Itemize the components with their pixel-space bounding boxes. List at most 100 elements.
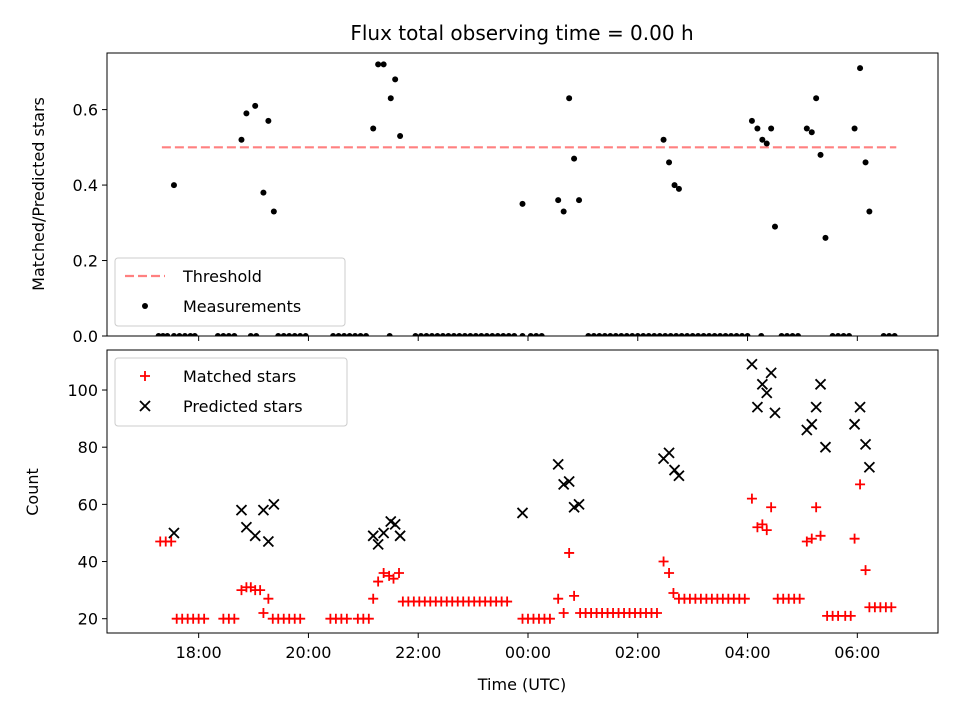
- y-tick-label: 0.6: [73, 101, 98, 120]
- measurement-point: [265, 117, 272, 124]
- measurement-point: [675, 185, 682, 192]
- measurement-point: [380, 61, 387, 68]
- predicted-star-marker: [249, 530, 261, 542]
- y-tick-label: 40: [78, 553, 98, 572]
- measurement-point: [511, 333, 518, 336]
- measurement-point: [302, 333, 309, 336]
- predicted-star-marker: [814, 378, 827, 390]
- measurement-point: [754, 125, 761, 132]
- chart-title: Flux total observing time = 0.00 h: [350, 21, 693, 45]
- measurement-point: [771, 223, 778, 230]
- measurement-point: [835, 333, 842, 336]
- predicted-star-marker: [268, 498, 280, 511]
- measurement-point: [352, 333, 359, 336]
- legend-label: Measurements: [183, 297, 301, 316]
- predicted-star-marker: [394, 530, 406, 542]
- measurement-point: [778, 333, 785, 336]
- predicted-star-marker: [668, 464, 681, 476]
- measurement-point: [671, 182, 678, 189]
- measurement-point: [866, 208, 873, 215]
- measurement-point: [335, 333, 342, 336]
- measurement-point: [428, 333, 435, 336]
- predicted-star-marker: [761, 387, 773, 399]
- measurement-point: [803, 125, 810, 132]
- legend-matched-swatch: [140, 371, 150, 381]
- predicted-star-marker: [746, 358, 758, 370]
- predicted-star-marker: [367, 530, 379, 542]
- measurement-point: [170, 333, 177, 336]
- legend-label: Matched stars: [183, 367, 296, 386]
- measurement-point: [678, 333, 685, 336]
- plot-area: [155, 358, 897, 624]
- measurement-point: [660, 136, 667, 143]
- matched-star-marker: [739, 593, 750, 604]
- legend-predicted-swatch: [139, 400, 151, 412]
- predicted-star-marker: [673, 470, 685, 482]
- y-tick-label: 0.0: [73, 327, 98, 346]
- predicted-star-marker: [558, 478, 570, 490]
- measurement-point: [560, 208, 567, 215]
- measurement-point: [483, 333, 490, 336]
- measurement-point: [176, 333, 183, 336]
- predicted-star-marker: [552, 458, 564, 470]
- matched-star-marker: [341, 613, 352, 624]
- measurement-point: [851, 125, 858, 132]
- predicted-star-marker: [769, 407, 781, 419]
- matched-star-marker: [746, 493, 757, 504]
- measurement-point: [886, 333, 893, 336]
- matched-star-marker: [502, 596, 513, 607]
- measurement-point: [789, 333, 796, 336]
- measurement-point: [533, 333, 540, 336]
- measurement-point: [880, 333, 887, 336]
- matched-star-marker: [845, 610, 856, 621]
- measurement-point: [519, 200, 526, 207]
- measurement-point: [439, 333, 446, 336]
- matched-star-marker: [855, 479, 866, 490]
- legend-box: [114, 357, 348, 427]
- measurement-point: [538, 333, 545, 336]
- legend-label: Predicted stars: [183, 397, 303, 416]
- x-tick-label: 22:00: [395, 643, 441, 662]
- measurement-point: [472, 333, 479, 336]
- predicted-star-marker: [859, 438, 872, 450]
- predicted-star-marker: [573, 498, 585, 511]
- measurement-point: [891, 333, 898, 336]
- measurement-point: [733, 333, 740, 336]
- measurement-point: [566, 95, 573, 102]
- measurement-point: [666, 159, 673, 166]
- predicted-star-marker: [516, 507, 529, 519]
- x-tick-label: 18:00: [176, 643, 222, 662]
- measurement-point: [330, 333, 337, 336]
- predicted-star-marker: [563, 475, 575, 488]
- measurement-point: [467, 333, 474, 336]
- measurement-point: [817, 151, 824, 158]
- measurement-point: [270, 208, 277, 215]
- measurement-point: [423, 333, 430, 336]
- measurement-point: [590, 333, 597, 336]
- measurement-point: [260, 189, 267, 196]
- matched-star-marker: [258, 607, 269, 618]
- matched-star-marker: [544, 613, 555, 624]
- measurement-point: [759, 136, 766, 143]
- measurement-point: [392, 76, 399, 83]
- measurement-point: [722, 333, 729, 336]
- measurement-point: [763, 140, 770, 147]
- x-axis-label: Time (UTC): [477, 675, 566, 694]
- top-panel: 0.0 0.2 0.4 0.6 Threshold Measurements: [73, 52, 939, 346]
- legend-box: [114, 257, 346, 327]
- measurement-point: [640, 333, 647, 336]
- measurement-point: [527, 333, 534, 336]
- measurement-point: [238, 136, 245, 143]
- predicted-star-marker: [806, 418, 818, 430]
- measurement-point: [297, 333, 304, 336]
- measurement-point: [253, 333, 260, 336]
- measurement-point: [370, 125, 377, 132]
- matched-star-marker: [569, 590, 580, 601]
- measurement-point: [275, 333, 282, 336]
- x-tick-label: 20:00: [285, 643, 331, 662]
- measurement-point: [286, 333, 293, 336]
- measurement-point: [357, 333, 364, 336]
- matched-star-marker: [295, 613, 306, 624]
- plot-area: [155, 61, 898, 336]
- measurement-point: [717, 333, 724, 336]
